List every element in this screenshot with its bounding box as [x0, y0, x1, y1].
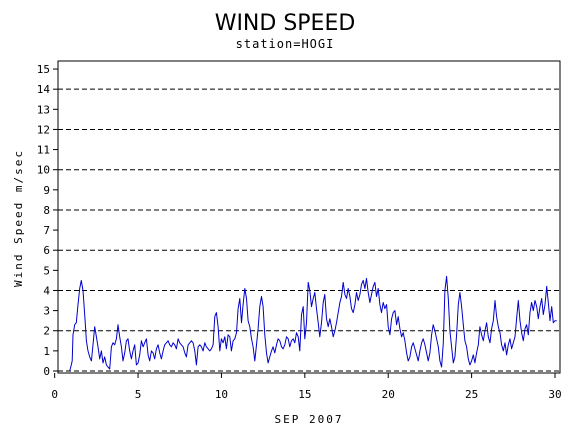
- series-group: [69, 275, 557, 372]
- x-tick-label: 25: [465, 388, 478, 401]
- y-tick-label: 8: [43, 204, 50, 217]
- y-tick-label: 7: [43, 224, 50, 237]
- y-tick-label: 4: [43, 284, 50, 297]
- x-tick-label: 10: [215, 388, 228, 401]
- y-tick-label: 2: [43, 325, 50, 338]
- x-tick-label: 15: [298, 388, 311, 401]
- x-axis-label: SEP 2007: [275, 413, 344, 426]
- chart-title: WIND SPEED: [215, 11, 356, 36]
- chart-subtitle: station=HOGI: [236, 37, 335, 51]
- x-tick-label: 0: [51, 388, 58, 401]
- y-tick-label: 15: [37, 63, 50, 76]
- plot-frame: [57, 60, 561, 374]
- y-tick-label: 5: [43, 264, 50, 277]
- y-tick-label: 0: [43, 365, 50, 378]
- x-tick-label: 5: [135, 388, 142, 401]
- y-tick-label: 6: [43, 244, 50, 257]
- y-tick-label: 11: [37, 144, 50, 157]
- y-tick-label: 1: [43, 345, 50, 358]
- y-tick-label: 12: [37, 123, 50, 136]
- y-axis-label: Wind Speed m/sec: [12, 149, 25, 287]
- y-tick-label: 10: [37, 164, 50, 177]
- y-tick-label: 3: [43, 305, 50, 318]
- y-tick-label: 14: [37, 83, 51, 96]
- y-tick-label: 13: [37, 103, 50, 116]
- reference-lines: [58, 88, 560, 372]
- x-tick-label: 30: [548, 388, 561, 401]
- x-axis-ticks: 0 5 10 15 20 25 30: [51, 373, 562, 401]
- x-tick-label: 20: [382, 388, 395, 401]
- wind-speed-line: [69, 275, 557, 372]
- y-tick-label: 9: [43, 184, 50, 197]
